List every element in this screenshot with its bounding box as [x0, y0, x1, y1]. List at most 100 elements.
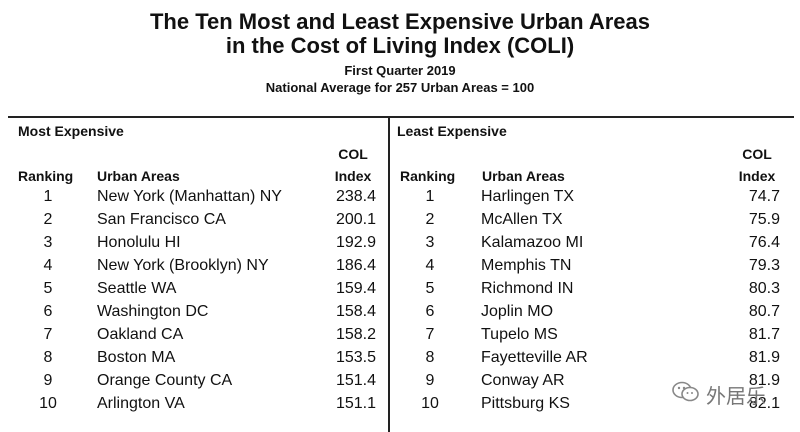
rank-cell: 4	[425, 257, 435, 274]
area-cell: Washington DC	[97, 303, 209, 320]
area-cell: New York (Brooklyn) NY	[97, 257, 269, 274]
rank-cell: 9	[43, 372, 53, 389]
area-cell: Oakland CA	[97, 326, 184, 343]
area-cell: Kalamazoo MI	[481, 234, 584, 251]
index-cell: 75.9	[748, 211, 780, 228]
rank-cell: 6	[43, 303, 53, 320]
least-expensive-rows: 1 Harlingen TX 74.7 2 McAllen TX 75.9 3 Kalam…	[390, 187, 794, 417]
table-row: 5 Seattle WA 159.4	[8, 279, 388, 302]
index-cell: 238.4	[335, 188, 376, 205]
table-row: 3 Honolulu HI 192.9	[8, 233, 388, 256]
rank-cell: 7	[425, 326, 435, 343]
index-cell: 79.3	[748, 257, 780, 274]
rank-cell: 7	[43, 326, 53, 343]
table-row: 2 McAllen TX 75.9	[390, 210, 794, 233]
table-row: 6 Joplin MO 80.7	[390, 302, 794, 325]
table-row: 3 Kalamazoo MI 76.4	[390, 233, 794, 256]
most-expensive-rows: 1 New York (Manhattan) NY 238.4 2 San Franc…	[8, 187, 388, 417]
area-cell: New York (Manhattan) NY	[97, 188, 282, 205]
rank-cell: 1	[425, 188, 435, 205]
area-cell: Honolulu HI	[97, 234, 181, 251]
table-row: 1 New York (Manhattan) NY 238.4	[8, 187, 388, 210]
table-top-rule	[8, 116, 794, 118]
area-cell: Tupelo MS	[481, 326, 558, 343]
table-row: 10 Arlington VA 151.1	[8, 394, 388, 417]
rank-cell: 2	[43, 211, 53, 228]
least-expensive-table: Least Expensive Ranking Urban Areas COL …	[390, 116, 794, 432]
table-row: 9 Orange County CA 151.4	[8, 371, 388, 394]
index-cell: 158.2	[335, 326, 376, 343]
index-cell: 153.5	[335, 349, 376, 366]
area-cell: Joplin MO	[481, 303, 554, 320]
area-cell: Richmond IN	[481, 280, 574, 297]
watermark-text: 外居乐	[706, 386, 766, 408]
table-row: 7 Tupelo MS 81.7	[390, 325, 794, 348]
rank-cell: 3	[425, 234, 435, 251]
index-header: Index	[334, 168, 372, 184]
title-line-2: in the Cost of Living Index (COLI)	[225, 33, 575, 58]
title-line-1: The Ten Most and Least Expensive Urban A…	[149, 9, 651, 34]
table-row: 4 Memphis TN 79.3	[390, 256, 794, 279]
area-cell: Seattle WA	[97, 280, 177, 297]
index-cell: 82.1	[748, 395, 780, 412]
most-expensive-title: Most Expensive	[18, 123, 124, 139]
index-cell: 76.4	[748, 234, 780, 251]
urban-areas-header: Urban Areas	[97, 168, 180, 184]
index-cell: 192.9	[335, 234, 376, 251]
least-expensive-title: Least Expensive	[397, 123, 507, 139]
rank-cell: 5	[43, 280, 53, 297]
index-cell: 80.3	[748, 280, 780, 297]
index-cell: 74.7	[748, 188, 780, 205]
most-expensive-table: Most Expensive Ranking Urban Areas COL I…	[8, 116, 388, 432]
index-cell: 81.7	[748, 326, 780, 343]
index-cell: 151.4	[335, 372, 376, 389]
subtitle-national-average: National Average for 257 Urban Areas = 1…	[265, 80, 535, 95]
area-cell: San Francisco CA	[97, 211, 226, 228]
rank-cell: 1	[43, 188, 53, 205]
area-cell: McAllen TX	[481, 211, 563, 228]
rank-cell: 10	[39, 395, 57, 412]
rank-cell: 4	[43, 257, 53, 274]
table-row: 8 Fayetteville AR 81.9	[390, 348, 794, 371]
subtitle-quarter: First Quarter 2019	[344, 63, 456, 78]
table-column-divider	[388, 117, 390, 432]
table-row: 1 Harlingen TX 74.7	[390, 187, 794, 210]
area-cell: Arlington VA	[97, 395, 185, 412]
rank-cell: 3	[43, 234, 53, 251]
rank-cell: 6	[425, 303, 435, 320]
table-row: 4 New York (Brooklyn) NY 186.4	[8, 256, 388, 279]
index-cell: 158.4	[335, 303, 376, 320]
rank-cell: 2	[425, 211, 435, 228]
report-header: The Ten Most and Least Expensive Urban A…	[0, 0, 800, 96]
rank-cell: 9	[425, 372, 435, 389]
area-cell: Conway AR	[481, 372, 565, 389]
urban-areas-header: Urban Areas	[482, 168, 565, 184]
index-cell: 80.7	[748, 303, 780, 320]
rank-cell: 5	[425, 280, 435, 297]
area-cell: Orange County CA	[97, 372, 233, 389]
col-header: COL	[742, 146, 772, 162]
index-cell: 186.4	[335, 257, 376, 274]
area-cell: Boston MA	[97, 349, 176, 366]
area-cell: Harlingen TX	[481, 188, 575, 205]
table-row: 9 Conway AR 81.9	[390, 371, 794, 394]
table-row: 7 Oakland CA 158.2	[8, 325, 388, 348]
table-row: 2 San Francisco CA 200.1	[8, 210, 388, 233]
index-cell: 200.1	[335, 211, 376, 228]
index-cell: 81.9	[748, 349, 780, 366]
watermark: 外居乐	[671, 380, 766, 409]
wechat-icon	[671, 380, 701, 409]
area-cell: Memphis TN	[481, 257, 572, 274]
rank-cell: 8	[425, 349, 435, 366]
ranking-header: Ranking	[400, 168, 456, 184]
table-row: 8 Boston MA 153.5	[8, 348, 388, 371]
rank-cell: 8	[43, 349, 53, 366]
index-cell: 151.1	[335, 395, 376, 412]
index-cell: 159.4	[335, 280, 376, 297]
table-row: 5 Richmond IN 80.3	[390, 279, 794, 302]
rank-cell: 10	[421, 395, 439, 412]
area-cell: Pittsburg KS	[481, 395, 570, 412]
ranking-header: Ranking	[18, 168, 74, 184]
index-header: Index	[738, 168, 776, 184]
col-header: COL	[338, 146, 368, 162]
